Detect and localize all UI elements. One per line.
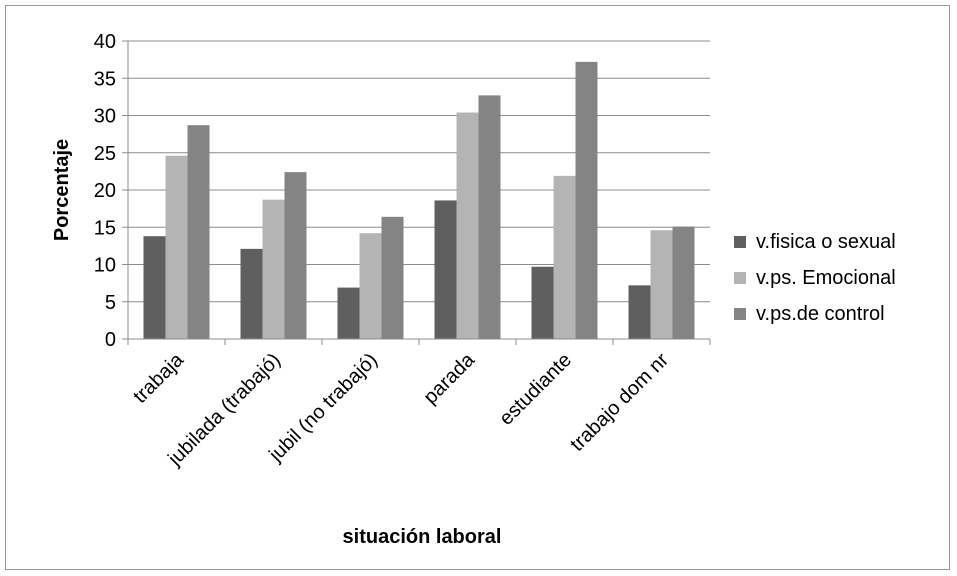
legend-label: v.ps. Emocional (756, 267, 896, 289)
legend-swatch (734, 236, 746, 248)
bar-3-4 (478, 95, 501, 339)
bar-1-2 (240, 248, 263, 339)
axes (127, 41, 711, 345)
y-tick-label: 25 (94, 143, 116, 165)
legend-label: v.fisica o sexual (756, 231, 896, 253)
bar-3-6 (672, 226, 695, 339)
y-tick-label: 5 (105, 292, 116, 314)
bar-2-2 (262, 199, 285, 339)
y-tick-label: 40 (94, 31, 116, 53)
bar-3-2 (284, 172, 307, 339)
bar-2-4 (456, 112, 479, 340)
y-tick-label: 15 (94, 217, 116, 239)
y-tick-label: 0 (105, 329, 116, 351)
y-tick-label: 20 (94, 180, 116, 202)
bar-1-4 (434, 200, 457, 339)
bar-3-1 (187, 125, 210, 339)
y-tick-labels: 0 5 10 15 20 25 30 35 40 (94, 31, 116, 351)
legend-swatch (734, 272, 746, 284)
y-axis-title: Porcentaje (51, 139, 73, 241)
bar-1-6 (628, 285, 651, 339)
bars (143, 61, 695, 340)
y-tick-label: 10 (94, 255, 116, 277)
bar-1-5 (531, 266, 554, 339)
bar-2-1 (165, 155, 188, 339)
bar-3-5 (575, 61, 598, 340)
x-tick-label: trabaja (129, 348, 188, 407)
gridlines (122, 40, 710, 340)
legend-label: v.ps.de control (756, 303, 885, 325)
bar-3-3 (381, 216, 404, 339)
legend: v.fisica o sexual v.ps. Emocional v.ps.de … (734, 231, 896, 325)
x-axis-title: situación laboral (343, 526, 502, 548)
bar-2-5 (553, 175, 576, 339)
x-tick-label: estudiante (495, 349, 576, 430)
legend-swatch (734, 308, 746, 320)
bar-2-6 (650, 230, 673, 339)
y-tick-label: 30 (94, 106, 116, 128)
x-tick-label: parada (419, 348, 479, 408)
y-tick-label: 35 (94, 68, 116, 90)
x-tick-label: trabajo dom nr (566, 349, 673, 456)
bar-1-3 (337, 287, 360, 339)
bar-2-3 (359, 233, 382, 339)
bar-1-1 (143, 236, 166, 339)
